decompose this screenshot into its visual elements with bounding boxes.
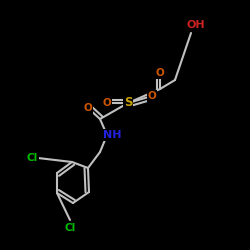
Text: O: O xyxy=(156,68,164,78)
Text: O: O xyxy=(103,98,112,108)
Text: NH: NH xyxy=(103,130,121,140)
Text: Cl: Cl xyxy=(64,223,76,233)
Text: Cl: Cl xyxy=(26,153,38,163)
Text: O: O xyxy=(148,91,156,101)
Text: O: O xyxy=(84,103,92,113)
Text: OH: OH xyxy=(187,20,205,30)
Text: S: S xyxy=(124,96,132,110)
